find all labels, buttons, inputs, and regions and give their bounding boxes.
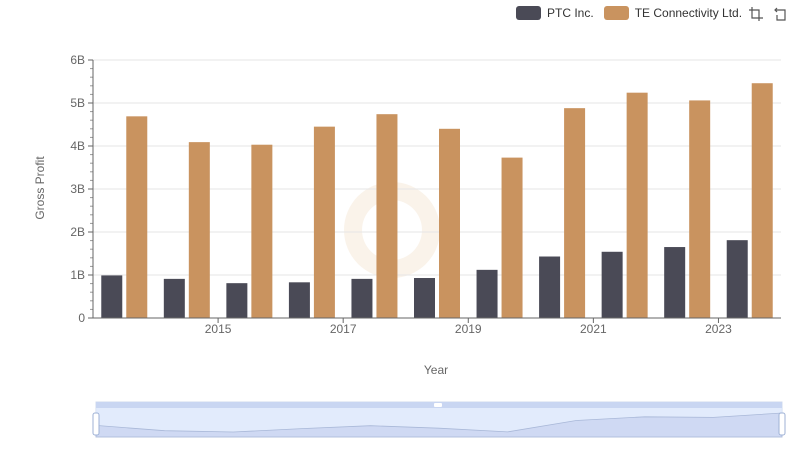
zoom-grip-icon[interactable] xyxy=(434,403,442,407)
zoom-handle-right[interactable] xyxy=(778,412,786,436)
restore-icon[interactable] xyxy=(773,6,789,22)
bar-ptc xyxy=(163,278,185,318)
bar-te xyxy=(188,142,210,318)
bar-te xyxy=(126,116,148,318)
y-axis-title: Gross Profit xyxy=(33,156,47,220)
y-tick-label: 2B xyxy=(70,225,85,239)
y-tick-label: 0 xyxy=(78,311,85,325)
bar-ptc xyxy=(414,278,435,318)
bar-ptc xyxy=(101,275,123,318)
legend: PTC Inc. TE Connectivity Ltd. xyxy=(516,4,752,22)
legend-swatch-te xyxy=(603,6,629,20)
bar-te xyxy=(313,126,335,319)
bar-ptc xyxy=(726,240,748,318)
bar-te xyxy=(751,83,773,318)
zoom-overview-area xyxy=(95,412,783,438)
bar-te xyxy=(564,108,586,318)
x-tick-label: 2019 xyxy=(455,322,482,336)
data-zoom-slider[interactable] xyxy=(92,401,786,438)
x-tick-label: 2023 xyxy=(705,322,732,336)
legend-item-ptc[interactable]: PTC Inc. xyxy=(516,6,594,20)
zoom-icon[interactable] xyxy=(748,6,764,22)
x-tick-label: 2017 xyxy=(330,322,357,336)
y-tick-label: 1B xyxy=(70,268,85,282)
bar-ptc xyxy=(288,282,310,318)
bar-te xyxy=(376,114,398,319)
bar-te xyxy=(689,100,711,318)
bars xyxy=(101,83,773,319)
legend-swatch-ptc xyxy=(516,6,541,20)
bar-ptc xyxy=(601,251,623,318)
zoom-handle-left[interactable] xyxy=(92,412,100,436)
bar-te xyxy=(626,92,648,319)
legend-label-te: TE Connectivity Ltd. xyxy=(634,6,743,20)
bar-ptc xyxy=(539,256,561,318)
bar-ptc xyxy=(351,278,373,318)
y-tick-label: 4B xyxy=(70,139,85,153)
y-tick-label: 3B xyxy=(70,182,85,196)
legend-item-te[interactable]: TE Connectivity Ltd. xyxy=(603,6,743,20)
y-tick-label: 5B xyxy=(70,96,85,110)
legend-label-ptc: PTC Inc. xyxy=(547,6,594,20)
x-axis-title: Year xyxy=(424,363,448,377)
x-tick-label: 2021 xyxy=(580,322,607,336)
y-tick-label: 6B xyxy=(70,53,85,67)
bar-te xyxy=(439,128,460,318)
bar-te xyxy=(251,144,273,318)
bar-te xyxy=(501,157,523,318)
bar-ptc xyxy=(476,269,498,318)
x-tick-label: 2015 xyxy=(205,322,232,336)
bar-ptc xyxy=(226,283,248,318)
y-axis: 0 1B 2B 3B 4B 5B 6B xyxy=(70,53,94,325)
bar-ptc xyxy=(664,247,686,318)
x-axis: 2015 2017 2019 2021 2023 xyxy=(93,317,781,336)
